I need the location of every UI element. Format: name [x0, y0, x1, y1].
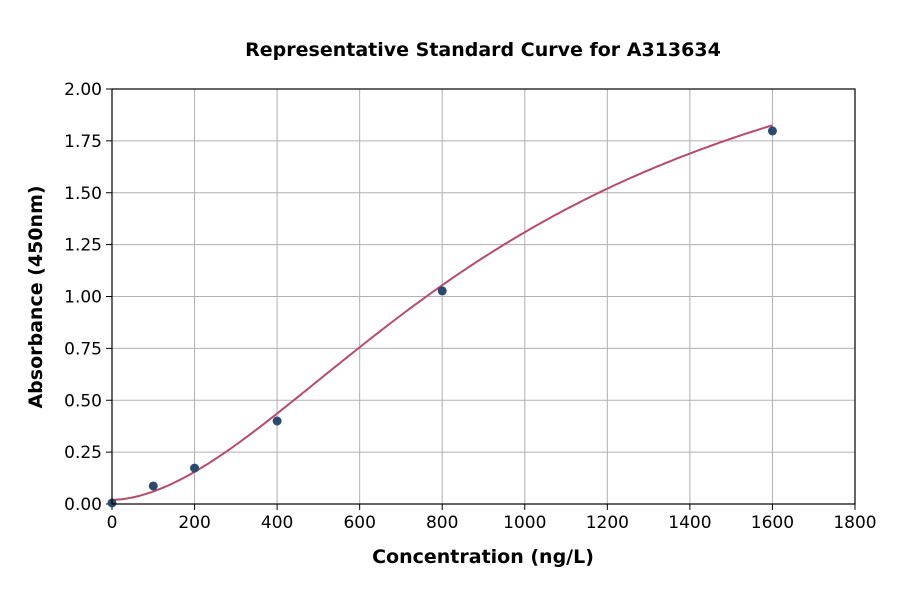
data-point — [767, 126, 777, 136]
data-point — [272, 416, 282, 426]
x-tick-label: 1200 — [586, 513, 629, 533]
y-tick-label: 0.25 — [64, 443, 102, 463]
x-tick-label: 1000 — [503, 513, 546, 533]
x-tick-label: 0 — [107, 513, 118, 533]
x-tick-label: 800 — [426, 513, 458, 533]
y-tick-label: 0.00 — [64, 495, 102, 515]
data-point — [190, 463, 200, 473]
y-tick-label: 0.50 — [64, 391, 102, 411]
data-point — [437, 286, 447, 296]
plot-frame — [111, 88, 856, 505]
x-axis-label: Concentration (ng/L) — [372, 546, 594, 568]
fit-curve — [111, 124, 773, 501]
x-tick-label: 400 — [261, 513, 293, 533]
y-tick-label: 1.00 — [64, 288, 102, 308]
y-axis-label: Absorbance (450nm) — [25, 185, 47, 408]
y-tick-label: 1.50 — [64, 184, 102, 204]
data-point — [148, 481, 158, 491]
x-tick-label: 1400 — [668, 513, 711, 533]
x-tick-label: 1800 — [833, 513, 876, 533]
x-tick-label: 600 — [343, 513, 375, 533]
y-tick-label: 1.25 — [64, 236, 102, 256]
y-tick-label: 2.00 — [64, 80, 102, 100]
y-tick-label: 0.75 — [64, 339, 102, 359]
x-tick-label: 200 — [178, 513, 210, 533]
y-tick-label: 1.75 — [64, 132, 102, 152]
x-tick-label: 1600 — [751, 513, 794, 533]
chart-title: Representative Standard Curve for A31363… — [245, 39, 721, 61]
